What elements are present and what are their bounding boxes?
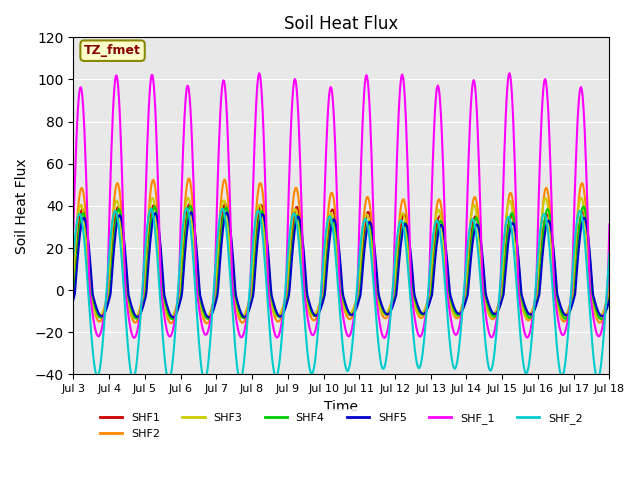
SHF4 <box>187 203 195 209</box>
Line: SHF4: SHF4 <box>74 206 609 319</box>
SHF3 <box>70 269 77 275</box>
SHF_1 <box>506 71 513 76</box>
SHF_2 <box>189 259 197 265</box>
SHF1 <box>70 291 77 297</box>
SHF5 <box>605 297 613 303</box>
SHF2 <box>219 184 227 190</box>
SHF4 <box>605 295 613 300</box>
SHF5 <box>188 209 195 215</box>
SHF_1 <box>217 97 225 103</box>
SHF_2 <box>408 315 416 321</box>
SHF_2 <box>219 206 227 212</box>
SHF4 <box>218 228 226 233</box>
SHF_2 <box>201 378 209 384</box>
SHF1 <box>424 302 431 308</box>
SHF3 <box>605 268 613 274</box>
SHF2 <box>605 277 613 283</box>
SHF4 <box>79 210 87 216</box>
SHF5 <box>70 297 77 302</box>
Text: TZ_fmet: TZ_fmet <box>84 44 141 57</box>
SHF2 <box>134 316 142 322</box>
SHF_2 <box>605 251 613 256</box>
SHF3 <box>189 234 197 240</box>
Line: SHF2: SHF2 <box>74 179 609 323</box>
SHF1 <box>189 221 197 227</box>
Title: Soil Heat Flux: Soil Heat Flux <box>284 15 399 33</box>
SHF2 <box>185 176 193 181</box>
SHF_2 <box>70 253 77 259</box>
SHF_1 <box>380 335 388 341</box>
SHF4 <box>189 216 197 222</box>
SHF3 <box>79 208 87 214</box>
SHF3 <box>134 311 142 316</box>
SHF2 <box>189 212 197 217</box>
SHF_2 <box>79 227 87 232</box>
SHF5 <box>424 306 431 312</box>
Line: SHF_2: SHF_2 <box>74 208 609 381</box>
SHF2 <box>424 301 431 307</box>
Line: SHF1: SHF1 <box>74 204 609 317</box>
SHF_1 <box>134 323 142 329</box>
X-axis label: Time: Time <box>324 400 358 414</box>
SHF5 <box>189 217 197 223</box>
SHF1 <box>219 212 227 217</box>
Line: SHF_1: SHF_1 <box>74 73 609 338</box>
SHF_1 <box>189 156 196 162</box>
SHF5 <box>134 314 142 320</box>
SHF_2 <box>424 296 431 302</box>
SHF2 <box>70 278 77 284</box>
SHF2 <box>79 188 87 194</box>
SHF1 <box>408 277 416 283</box>
SHF2 <box>203 320 211 326</box>
SHF4 <box>597 316 605 322</box>
SHF3 <box>166 316 174 322</box>
SHF2 <box>408 287 416 292</box>
Line: SHF3: SHF3 <box>74 198 609 319</box>
SHF_1 <box>79 103 87 109</box>
SHF5 <box>79 216 87 221</box>
SHF3 <box>407 287 415 292</box>
SHF_2 <box>134 344 142 349</box>
SHF3 <box>423 300 431 306</box>
SHF1 <box>605 291 613 297</box>
SHF_1 <box>605 221 613 227</box>
SHF4 <box>407 261 415 267</box>
Y-axis label: Soil Heat Flux: Soil Heat Flux <box>15 158 29 253</box>
SHF_1 <box>70 226 77 231</box>
SHF3 <box>218 204 226 209</box>
SHF_1 <box>423 304 431 310</box>
SHF4 <box>70 294 77 300</box>
SHF1 <box>134 312 142 318</box>
SHF1 <box>186 201 193 207</box>
SHF_1 <box>407 288 415 293</box>
SHF5 <box>408 262 416 268</box>
SHF_2 <box>183 205 191 211</box>
SHF5 <box>219 231 227 237</box>
SHF3 <box>577 195 585 201</box>
SHF4 <box>423 306 431 312</box>
Line: SHF5: SHF5 <box>74 212 609 317</box>
Legend: SHF1, SHF2, SHF3, SHF4, SHF5, SHF_1, SHF_2: SHF1, SHF2, SHF3, SHF4, SHF5, SHF_1, SHF… <box>95 408 587 443</box>
SHF4 <box>134 315 142 321</box>
SHF1 <box>204 314 211 320</box>
SHF5 <box>205 314 213 320</box>
SHF1 <box>79 207 87 213</box>
